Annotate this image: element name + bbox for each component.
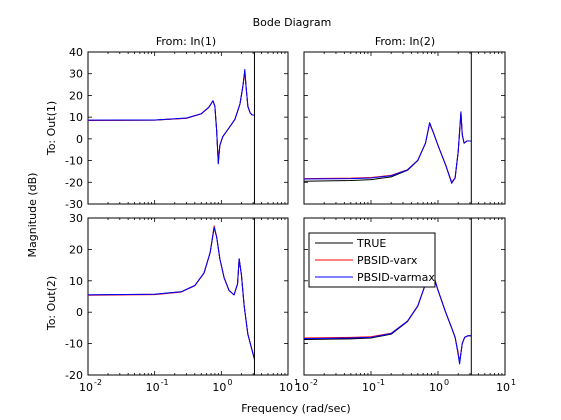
x-tick-exponent: 0	[444, 378, 449, 387]
x-tick-label: 10	[279, 381, 293, 394]
series-line-pbsid-varmax	[87, 68, 255, 165]
y-axis-label: Magnitude (dB)	[26, 173, 39, 258]
x-tick-exponent: 0	[227, 378, 232, 387]
panel-0-1	[303, 51, 506, 205]
y-tick-label: -10	[65, 338, 83, 351]
y-tick-label: 10	[69, 275, 83, 288]
y-tick-label: 40	[69, 46, 83, 59]
y-tick-label: -20	[65, 369, 83, 382]
y-tick-label: 20	[69, 89, 83, 102]
x-tick-exponent: -2	[310, 378, 318, 387]
x-tick-label: 10	[496, 381, 510, 394]
x-tick-label: 10	[212, 381, 226, 394]
y-tick-label: 0	[76, 306, 83, 319]
y-tick-label: 0	[76, 133, 83, 146]
axes-box	[87, 217, 289, 376]
series-line-pbsid-varmax	[303, 111, 472, 184]
row-header-out2: To: Out(2)	[45, 276, 58, 331]
y-tick-label: -20	[65, 176, 83, 189]
row-header-out1: To: Out(1)	[45, 101, 58, 156]
legend-label: PBSID-varx	[357, 254, 418, 267]
x-tick-label: 10	[295, 381, 309, 394]
x-tick-label: 10	[429, 381, 443, 394]
legend: TRUE PBSID-varx PBSID-varmax	[308, 232, 436, 288]
figure-title: Bode Diagram	[253, 16, 332, 29]
x-tick-exponent: -1	[161, 378, 169, 387]
x-tick-exponent: 1	[294, 378, 299, 387]
x-axis-label: Frequency (rad/sec)	[241, 402, 350, 415]
x-tick-exponent: 1	[511, 378, 516, 387]
x-tick-label: 10	[362, 381, 376, 394]
y-tick-label: 20	[69, 243, 83, 256]
legend-label: PBSID-varmax	[357, 271, 435, 284]
x-tick-label: 10	[79, 381, 93, 394]
column-header-in2: From: In(2)	[375, 35, 435, 48]
x-tick-exponent: -2	[94, 378, 102, 387]
y-tick-label: -10	[65, 155, 83, 168]
y-tick-label: -30	[65, 198, 83, 211]
panel-0-0: -30 -20 -10 0 10 20 30 40	[65, 46, 289, 211]
x-tick-exponent: -1	[377, 378, 385, 387]
series-line-pbsid-varmax	[303, 267, 472, 365]
y-tick-label: 10	[69, 111, 83, 124]
x-tick-label: 10	[146, 381, 160, 394]
series-line-pbsid-varmax	[87, 226, 255, 360]
axes-box	[87, 51, 289, 205]
y-tick-label: 30	[69, 68, 83, 81]
y-tick-label: 30	[69, 212, 83, 225]
legend-label: TRUE	[356, 237, 386, 250]
column-header-in1: From: In(1)	[156, 35, 216, 48]
